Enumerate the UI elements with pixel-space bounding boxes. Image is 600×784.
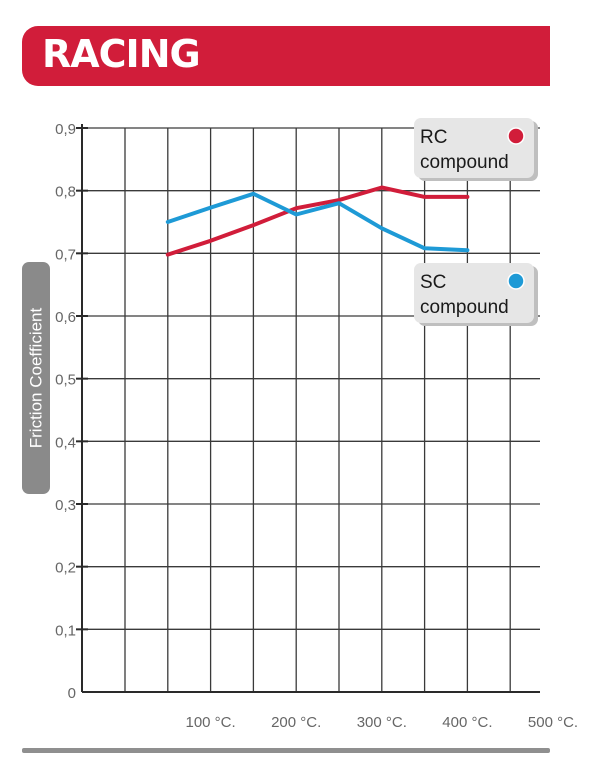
x-tick-label: 300 °C.	[357, 714, 407, 731]
x-tick-label: 100 °C.	[185, 714, 235, 731]
y-tick-label: 0,7	[55, 246, 76, 263]
y-tick-label: 0,3	[55, 497, 76, 514]
y-axis-title: Friction Coefficient	[27, 307, 46, 448]
y-tick-label: 0,8	[55, 184, 76, 201]
legend-box	[414, 118, 534, 178]
bottom-divider	[22, 748, 550, 753]
y-tick-label: 0,1	[55, 622, 76, 639]
legend-box	[414, 263, 534, 323]
y-tick-labels: 0 0,1 0,2 0,3 0,4 0,5 0,6 0,7 0,8 0,9	[55, 121, 76, 702]
y-tick-label: 0,6	[55, 309, 76, 326]
series-lines	[165, 185, 470, 257]
x-tick-label: 500 °C.	[528, 714, 578, 731]
y-axis-title-group: Friction Coefficient	[22, 262, 50, 494]
axes	[76, 124, 540, 693]
legend-label: compound	[420, 297, 509, 318]
x-tick-labels: 100 °C. 200 °C. 300 °C. 400 °C. 500 °C.	[185, 714, 578, 731]
y-tick-label: 0,5	[55, 372, 76, 389]
series-line	[165, 191, 470, 253]
legend-item: RC compound	[414, 118, 538, 181]
y-tick-label: 0,9	[55, 121, 76, 138]
legend-swatch	[507, 127, 525, 145]
legend-label: compound	[420, 152, 509, 173]
y-axis-title-pill	[22, 262, 50, 494]
x-tick-label: 200 °C.	[271, 714, 321, 731]
y-tick-label: 0,2	[55, 560, 76, 577]
page-title: RACING	[42, 32, 201, 76]
y-tick-label: 0	[68, 685, 76, 702]
grid	[82, 127, 540, 692]
legend-label: SC	[420, 272, 446, 293]
legend: RC compound SC compound	[414, 118, 538, 326]
header-banner: RACING	[22, 26, 550, 86]
legend-item: SC compound	[414, 263, 538, 326]
legend-label: RC	[420, 127, 447, 148]
legend-swatch	[507, 272, 525, 290]
series-line	[165, 185, 470, 257]
x-tick-label: 400 °C.	[442, 714, 492, 731]
y-tick-label: 0,4	[55, 434, 76, 451]
